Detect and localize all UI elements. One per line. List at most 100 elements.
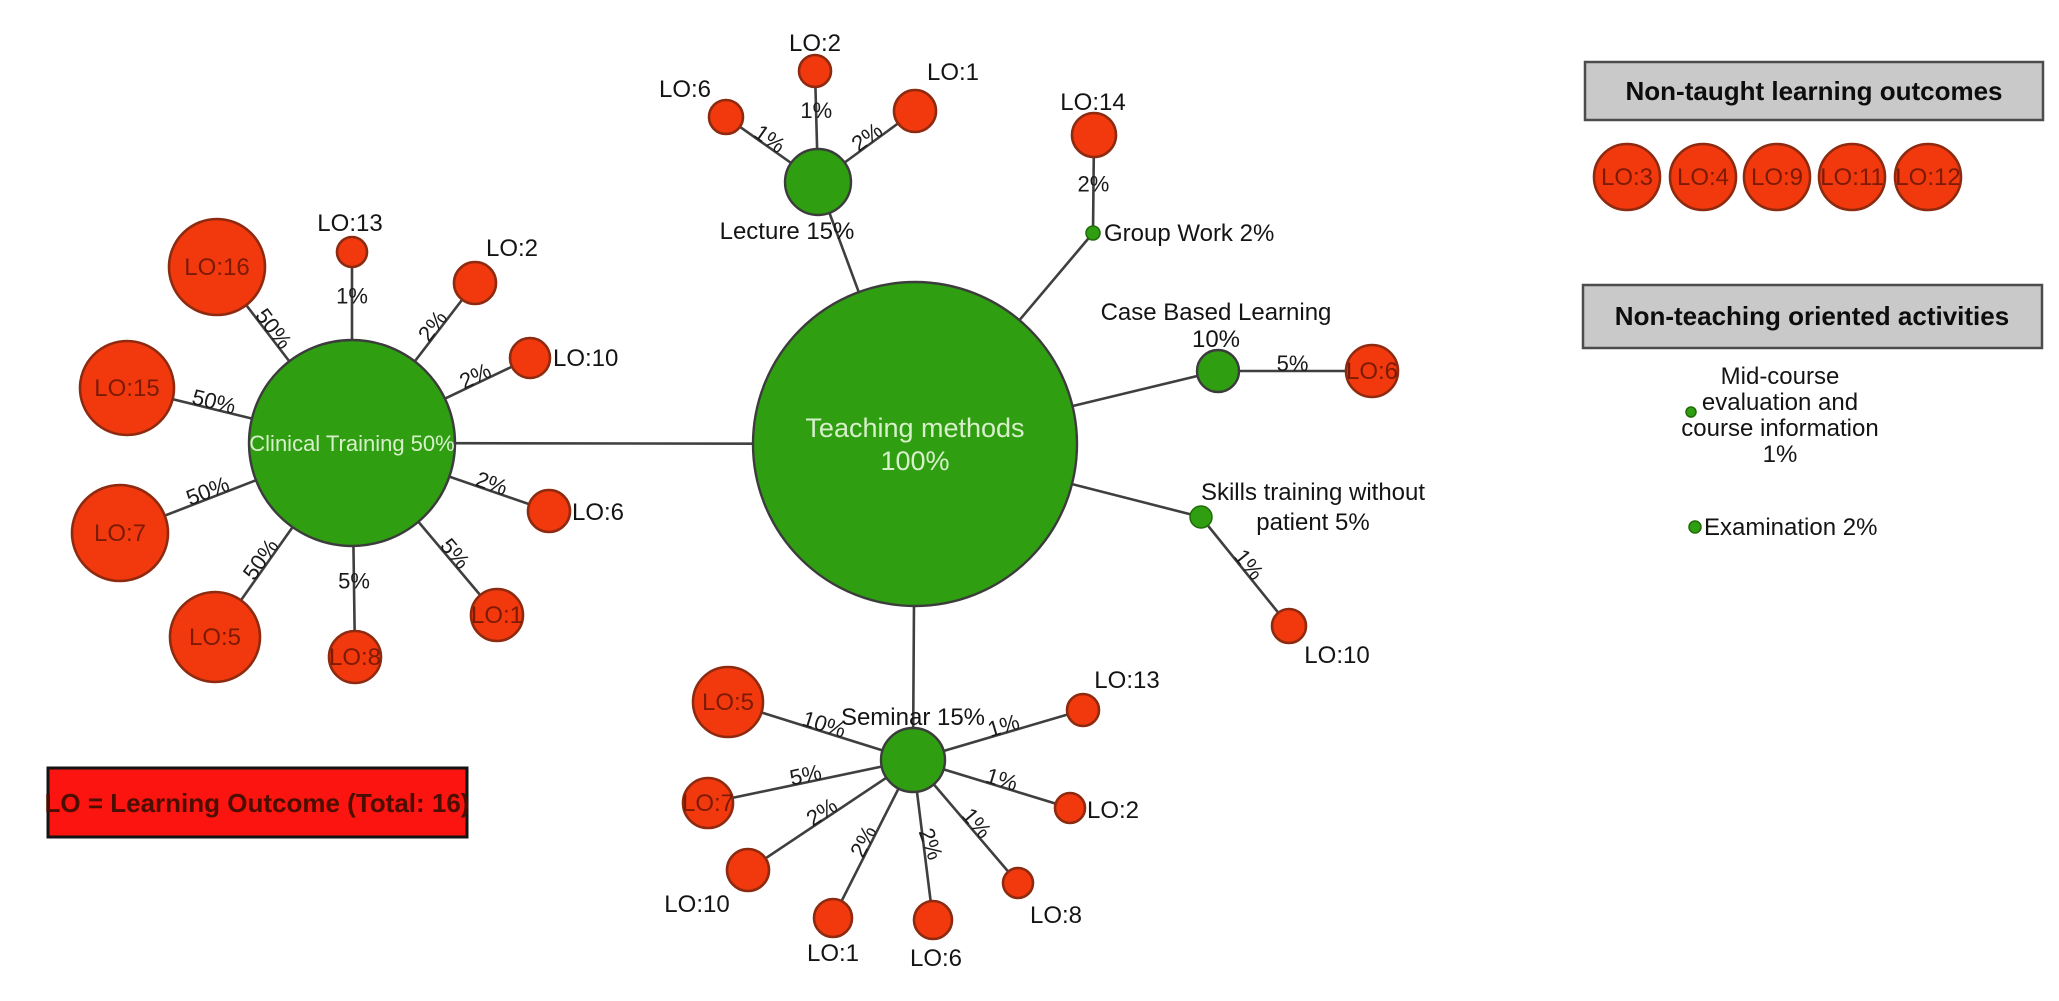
lo-node-lecture-lo1 [892,88,938,134]
non-taught-outcomes-title: Non-taught learning outcomes [1626,76,2003,106]
lo-node-clinical-lo8 [327,629,383,685]
lo-label-seminar-lo10: LO:10 [664,891,729,918]
pct-label-clinical-lo13: 1% [336,284,368,309]
lo-label-lecture-lo2: LO:2 [789,30,841,57]
lo-label-clinical-lo7: LO:7 [94,520,146,547]
lo-label-seminar-lo7: LO:7 [682,790,734,817]
hub-label-cbl: Case Based Learning [1101,299,1332,326]
edge-skills-lo10 [1199,516,1291,627]
midcourse-label: 1% [1763,441,1798,468]
non-taught-outcomes-box [1583,60,2045,122]
hub-node-seminar [879,726,947,794]
lo-label-lecture-lo1: LO:1 [927,59,979,86]
examination-dot [1688,520,1702,534]
legend-lo-label-lo11: LO:11 [1820,164,1884,191]
lo-label-seminar-lo13: LO:13 [1094,667,1159,694]
lo-node-seminar-lo1 [812,897,854,939]
lo-node-clinical-lo1 [469,587,525,643]
pct-label-clinical-lo5: 50% [238,534,284,584]
lo-note-box [46,766,469,839]
pct-label-seminar-lo7: 5% [787,759,823,790]
teaching-methods-label: 100% [880,446,949,476]
pct-label-seminar-lo10: 2% [802,793,842,831]
lo-label-seminar-lo1: LO:1 [807,940,859,967]
lo-label-clinical-lo6: LO:6 [572,499,624,526]
lo-label-seminar-lo8: LO:8 [1030,902,1082,929]
non-teaching-activities-box [1581,283,2044,350]
lo-label-clinical-lo10: LO:10 [553,345,618,372]
lo-node-seminar-lo8 [1001,866,1035,900]
hub-label-skills: Skills training without [1201,479,1425,506]
pct-label-lecture-lo1: 2% [847,117,887,156]
pct-label-clinical-lo7: 50% [183,471,233,510]
nodes-layer [70,53,1963,941]
teaching-methods-node [751,280,1079,608]
lo-node-clinical-lo5 [168,590,262,684]
lo-label-clinical-lo5: LO:5 [189,624,241,651]
lo-label-cbl-lo6: LO:6 [1346,358,1398,385]
legend-lo-label-lo4: LO:4 [1677,164,1729,191]
legend-lo-node-lo9 [1742,142,1812,212]
lo-label-seminar-lo6: LO:6 [910,945,962,972]
hub-label-cbl: 10% [1192,326,1240,353]
lo-node-groupwork-lo14 [1070,111,1118,159]
midcourse-label: Mid-course [1721,363,1840,390]
midcourse-label: course information [1681,415,1878,442]
lo-label-clinical-lo16: LO:16 [184,254,249,281]
lo-node-clinical-lo15 [78,339,176,437]
legend-lo-label-lo12: LO:12 [1895,164,1960,191]
lo-label-clinical-lo15: LO:15 [94,375,159,402]
hub-node-cbl [1195,348,1241,394]
hub-label-clinical: Clinical Training 50% [249,431,454,456]
teaching-methods-label: Teaching methods [805,413,1024,443]
midcourse-dot [1685,406,1697,418]
pct-label-seminar-lo1: 2% [845,822,882,862]
pct-label-seminar-lo8: 1% [957,803,997,843]
lo-node-seminar-lo2 [1053,791,1087,825]
lo-node-cbl-lo6 [1344,343,1400,399]
lo-label-clinical-lo2: LO:2 [486,235,538,262]
lo-node-seminar-lo10 [725,847,771,893]
pct-label-seminar-lo6: 2% [914,825,948,863]
lo-label-clinical-lo1: LO:1 [471,602,523,629]
legend-lo-node-lo12 [1893,142,1963,212]
lo-node-seminar-lo7 [681,776,735,830]
lo-label-clinical-lo8: LO:8 [329,644,381,671]
lo-label-seminar-lo5: LO:5 [702,689,754,716]
pct-label-clinical-lo1: 5% [435,533,475,573]
lo-label-seminar-lo2: LO:2 [1087,797,1139,824]
lo-node-skills-lo10 [1270,607,1308,645]
pct-label-skills-lo10: 1% [1229,544,1268,584]
midcourse-label: evaluation and [1702,389,1858,416]
hub-label-skills: patient 5% [1256,509,1369,536]
lo-note-label: LO = Learning Outcome (Total: 16) [45,788,470,818]
hub-label-seminar: Seminar 15% [841,704,985,731]
legend-lo-node-lo4 [1668,142,1738,212]
lo-node-clinical-lo13 [335,235,369,269]
pct-label-lecture-lo2: 1% [800,98,832,123]
pct-label-clinical-lo10: 2% [455,358,494,394]
pct-label-clinical-lo16: 50% [250,304,297,354]
hub-label-lecture: Lecture 15% [720,218,855,245]
legend-lo-node-lo3 [1592,142,1662,212]
lo-node-lecture-lo2 [797,53,833,89]
pct-label-seminar-lo13: 1% [985,709,1023,742]
lo-node-clinical-lo10 [508,336,552,380]
pct-label-clinical-lo8: 5% [338,568,370,593]
edge-seminar-lo7 [707,758,914,805]
non-teaching-activities-title: Non-teaching oriented activities [1615,301,2009,331]
lo-label-lecture-lo6: LO:6 [659,76,711,103]
examination-label: Examination 2% [1704,514,1877,541]
lo-node-seminar-lo13 [1065,692,1101,728]
pct-label-cbl-lo6: 5% [1277,351,1309,376]
lo-label-skills-lo10: LO:10 [1304,642,1369,669]
legend-lo-node-lo11 [1817,142,1887,212]
hub-node-clinical [247,338,457,548]
pct-label-groupwork-lo14: 2% [1078,171,1110,196]
lo-node-seminar-lo5 [691,665,765,739]
lo-label-clinical-lo13: LO:13 [317,210,382,237]
lo-node-seminar-lo6 [912,899,954,941]
lo-node-clinical-lo16 [167,217,267,317]
pct-label-clinical-lo15: 50% [190,384,239,419]
